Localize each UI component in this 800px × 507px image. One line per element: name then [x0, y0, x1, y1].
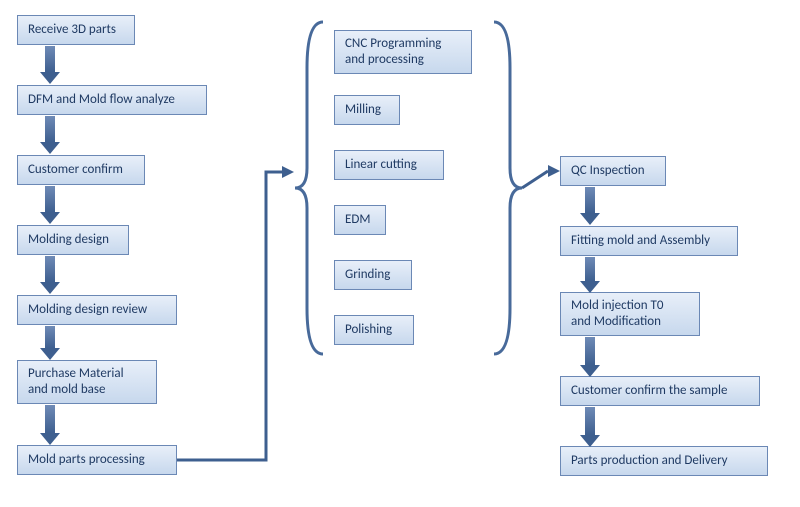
- flowchart-canvas: Receive 3D parts DFM and Mold flow analy…: [0, 0, 800, 507]
- brace-to-qc-connector: [0, 0, 800, 507]
